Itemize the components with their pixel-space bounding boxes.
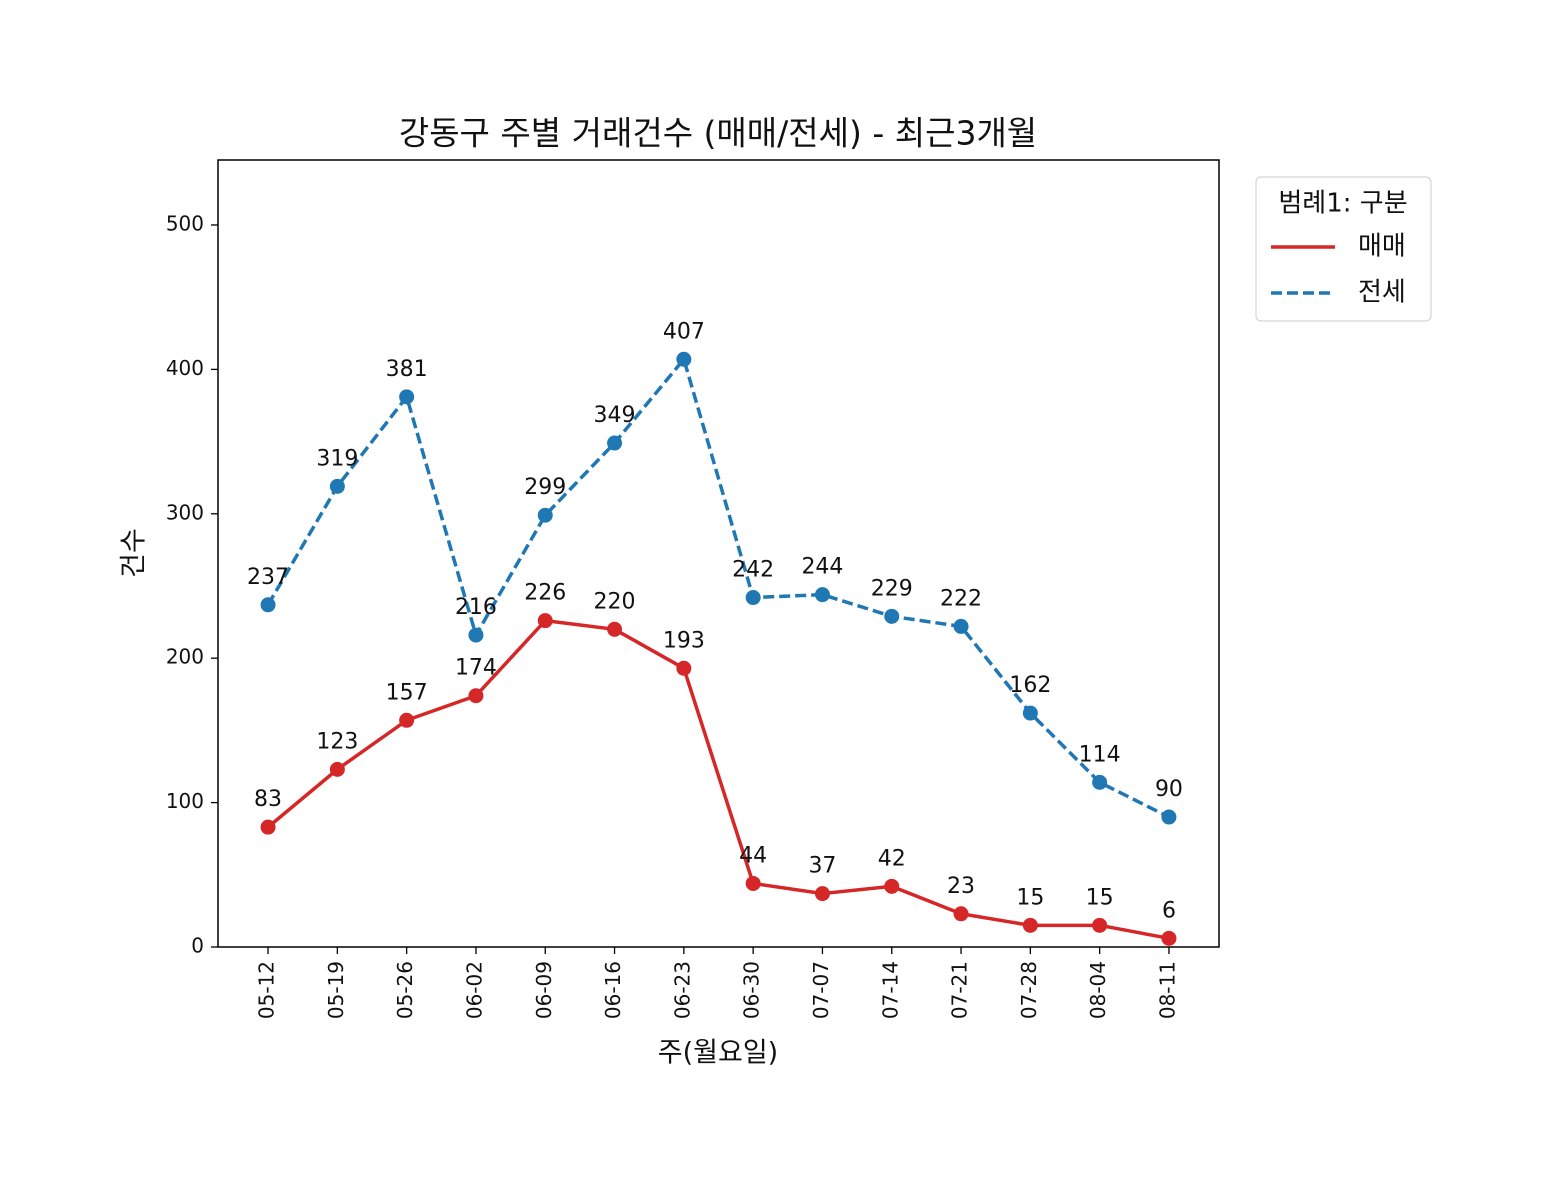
data-point [399, 712, 415, 728]
data-label: 242 [732, 558, 774, 583]
data-label: 44 [739, 843, 767, 868]
chart-title: 강동구 주별 거래건수 (매매/전세) - 최근3개월 [399, 114, 1037, 153]
x-tick-label: 05-12 [255, 961, 279, 1019]
x-tick-label: 07-28 [1017, 961, 1041, 1019]
data-label: 299 [524, 475, 566, 500]
data-label: 37 [808, 854, 836, 879]
data-point [260, 597, 276, 613]
x-tick-label: 06-23 [670, 961, 694, 1019]
data-label: 226 [524, 581, 566, 606]
data-point [884, 608, 900, 624]
data-point [260, 819, 276, 835]
data-point [329, 478, 345, 494]
data-label: 83 [254, 787, 282, 812]
data-label: 381 [386, 357, 428, 382]
data-point [537, 613, 553, 629]
data-point [884, 878, 900, 894]
data-label: 157 [386, 680, 428, 705]
data-point [1092, 917, 1108, 933]
x-tick-label: 07-07 [809, 961, 833, 1019]
x-tick-label: 07-21 [948, 961, 972, 1019]
data-point [468, 627, 484, 643]
data-point [607, 621, 623, 637]
data-label: 123 [316, 729, 358, 754]
legend-label: 매매 [1358, 232, 1406, 262]
x-tick-label: 05-19 [324, 961, 348, 1019]
data-point [1022, 705, 1038, 721]
y-tick-label: 400 [166, 356, 204, 380]
x-tick-label: 06-30 [740, 961, 764, 1019]
series-line [266, 357, 1170, 819]
data-point [329, 761, 345, 777]
data-point [537, 507, 553, 523]
x-axis-label: 주(월요일) [658, 1038, 778, 1069]
data-point [607, 435, 623, 451]
data-point [399, 389, 415, 405]
data-point [1092, 774, 1108, 790]
y-axis-label: 건수 [119, 528, 150, 578]
data-label: 193 [663, 628, 705, 653]
legend-box [1255, 176, 1432, 322]
data-point [814, 587, 830, 603]
legend-label: 전세 [1358, 278, 1406, 308]
data-label: 220 [594, 589, 636, 614]
data-point [953, 906, 969, 922]
data-point [1161, 930, 1177, 946]
data-label: 349 [594, 403, 636, 428]
data-label: 222 [940, 586, 982, 611]
plot-area [217, 159, 1220, 948]
data-label: 23 [947, 874, 975, 899]
data-label: 114 [1079, 742, 1121, 767]
x-tick-label: 08-04 [1086, 961, 1110, 1019]
y-tick-label: 300 [166, 500, 204, 524]
series-line [266, 618, 1170, 941]
data-label: 6 [1162, 898, 1176, 923]
data-label: 15 [1016, 885, 1044, 910]
legend-title: 범례1: 구분 [1278, 189, 1407, 219]
data-point [814, 886, 830, 902]
data-label: 229 [871, 576, 913, 601]
x-tick-label: 06-02 [462, 961, 486, 1019]
data-label: 244 [801, 555, 843, 580]
data-label: 90 [1155, 777, 1183, 802]
y-tick-label: 500 [166, 211, 204, 235]
data-point [745, 875, 761, 891]
x-tick-label: 07-14 [878, 961, 902, 1019]
x-tick-label: 08-11 [1155, 961, 1179, 1019]
data-label: 407 [663, 319, 705, 344]
data-point [1161, 809, 1177, 825]
data-label: 42 [878, 846, 906, 871]
data-label: 216 [455, 595, 497, 620]
data-point [676, 660, 692, 676]
x-tick-label: 06-16 [601, 961, 625, 1019]
data-label: 15 [1086, 885, 1114, 910]
data-point [953, 618, 969, 634]
y-tick-label: 100 [166, 789, 204, 813]
data-point [676, 351, 692, 367]
y-tick-label: 0 [191, 934, 204, 958]
x-tick-label: 06-09 [532, 961, 556, 1019]
data-label: 162 [1009, 673, 1051, 698]
x-tick-label: 05-26 [393, 961, 417, 1019]
data-point [745, 590, 761, 606]
data-point [1022, 917, 1038, 933]
data-point [468, 688, 484, 704]
data-label: 319 [316, 446, 358, 471]
data-label: 237 [247, 565, 289, 590]
data-label: 174 [455, 656, 497, 681]
y-tick-label: 200 [166, 645, 204, 669]
